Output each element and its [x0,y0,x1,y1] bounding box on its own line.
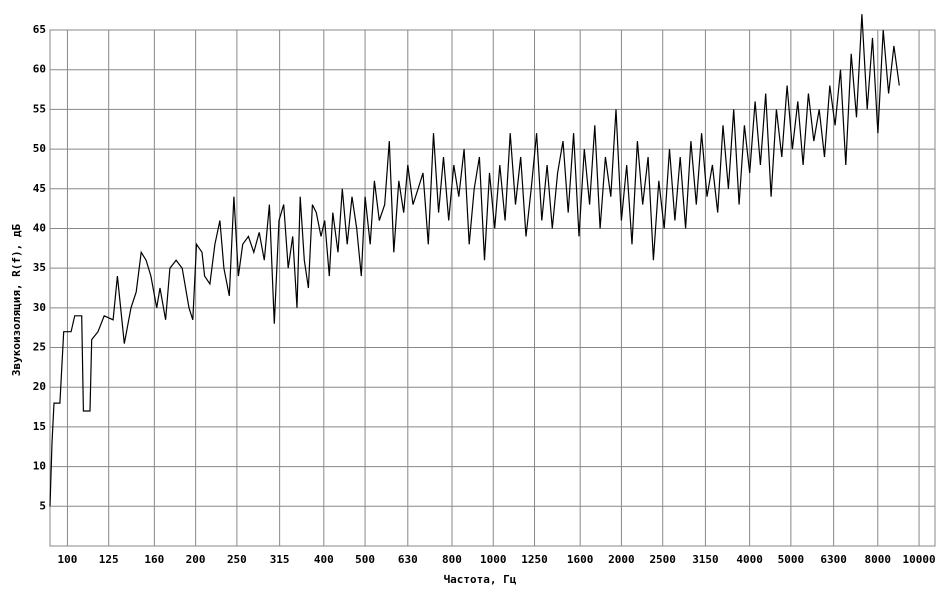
x-tick-label: 250 [227,553,247,566]
x-tick-label: 630 [398,553,418,566]
x-tick-label: 10000 [903,553,936,566]
x-tick-label: 500 [355,553,375,566]
x-axis-label: Частота, Гц [444,573,517,586]
y-tick-label: 45 [33,182,46,195]
x-tick-label: 800 [442,553,462,566]
x-tick-label: 1000 [480,553,507,566]
x-tick-label: 2500 [649,553,676,566]
y-tick-label: 60 [33,63,46,76]
x-tick-label: 3150 [692,553,719,566]
y-tick-label: 40 [33,221,46,234]
data-line [49,14,900,507]
y-tick-label: 55 [33,102,46,115]
x-tick-label: 125 [99,553,119,566]
x-tick-label: 100 [58,553,78,566]
y-tick-label: 30 [33,301,46,314]
x-tick-label: 6300 [820,553,847,566]
y-tick-label: 10 [33,460,46,473]
y-tick-label: 20 [33,380,46,393]
x-tick-label: 2000 [608,553,635,566]
x-tick-label: 4000 [736,553,763,566]
x-tick-label: 200 [186,553,206,566]
y-tick-label: 15 [33,420,46,433]
y-axis-label: Звукоизоляция, R(f), дБ [10,223,23,376]
x-tick-label: 1600 [567,553,594,566]
x-tick-label: 400 [314,553,334,566]
x-tick-label: 160 [144,553,164,566]
x-tick-label: 315 [270,553,290,566]
x-tick-label: 8000 [865,553,892,566]
y-tick-label: 65 [33,23,46,36]
y-tick-label: 25 [33,341,46,354]
y-tick-label: 35 [33,261,46,274]
x-tick-label: 1250 [521,553,548,566]
x-tick-label: 5000 [778,553,805,566]
y-tick-label: 50 [33,142,46,155]
plot-border [49,29,936,547]
y-tick-label: 5 [39,499,46,512]
